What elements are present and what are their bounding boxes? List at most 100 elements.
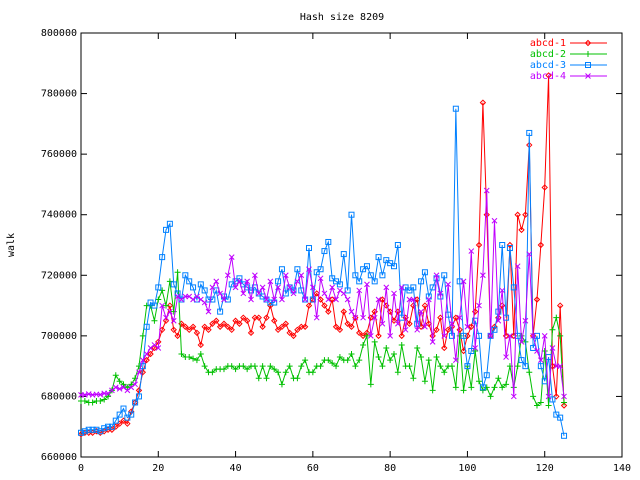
data-point <box>236 278 243 285</box>
data-point <box>363 263 370 270</box>
data-point <box>124 414 131 421</box>
data-point <box>298 363 305 370</box>
data-point <box>410 375 417 382</box>
data-point <box>97 428 104 435</box>
data-point <box>151 302 158 309</box>
data-point <box>240 314 247 321</box>
data-point <box>221 296 227 303</box>
data-point <box>360 314 366 321</box>
data-point <box>418 354 425 361</box>
data-point <box>344 296 351 303</box>
data-point <box>549 326 556 333</box>
data-point <box>248 296 254 303</box>
data-point <box>390 317 398 324</box>
y-axis-label: walk <box>6 233 17 257</box>
data-point <box>151 317 158 324</box>
data-point <box>329 284 336 291</box>
data-point <box>406 320 413 327</box>
data-point <box>282 272 289 279</box>
data-point <box>379 296 386 303</box>
data-point <box>302 296 308 303</box>
data-point <box>328 296 336 303</box>
data-point <box>232 284 239 291</box>
data-point <box>240 363 247 370</box>
data-point <box>506 245 513 252</box>
data-point <box>518 339 525 345</box>
data-point <box>495 317 502 324</box>
data-point <box>279 296 285 303</box>
data-point <box>356 278 363 285</box>
x-tick-label: 120 <box>536 463 554 474</box>
data-point <box>201 323 208 330</box>
data-point <box>514 263 521 270</box>
data-point <box>112 384 119 391</box>
data-point <box>444 326 452 334</box>
data-point <box>383 257 390 264</box>
data-point <box>487 333 494 339</box>
data-point <box>139 357 146 363</box>
data-point <box>356 287 363 294</box>
x-tick-label: 140 <box>613 463 631 474</box>
data-point <box>178 296 185 303</box>
data-point <box>526 129 533 136</box>
data-point <box>491 326 498 333</box>
data-point <box>224 323 232 330</box>
x-tick-label: 60 <box>307 463 319 474</box>
data-point <box>170 281 177 288</box>
data-point <box>209 284 216 291</box>
data-point <box>247 329 255 337</box>
data-point <box>464 363 471 370</box>
x-tick-label: 80 <box>384 463 396 474</box>
data-point <box>205 326 212 334</box>
data-point <box>333 363 340 370</box>
data-point <box>379 272 386 279</box>
data-point <box>209 369 216 376</box>
data-point <box>209 296 216 303</box>
data-point <box>395 320 401 327</box>
data-point <box>367 381 374 388</box>
data-point <box>185 326 193 334</box>
data-point <box>190 284 197 291</box>
data-point <box>205 296 212 303</box>
data-point <box>537 357 544 363</box>
data-point <box>155 284 162 291</box>
y-tick-label: 700000 <box>41 331 77 342</box>
data-point <box>352 314 359 321</box>
data-point <box>545 72 552 79</box>
data-point <box>105 393 112 400</box>
data-point <box>197 296 204 303</box>
data-point <box>413 296 421 303</box>
data-point <box>441 272 448 279</box>
data-point <box>201 363 208 370</box>
data-point <box>387 357 394 364</box>
data-point <box>549 396 556 403</box>
data-point <box>367 272 374 279</box>
data-point <box>329 360 336 367</box>
data-point <box>178 296 185 303</box>
data-point <box>170 308 177 315</box>
data-point <box>537 241 545 249</box>
data-point <box>433 272 440 279</box>
data-point <box>81 397 88 404</box>
data-point <box>541 333 548 339</box>
data-point <box>483 187 490 194</box>
data-point <box>448 363 455 370</box>
data-point <box>383 344 390 351</box>
data-point <box>139 363 146 370</box>
data-point <box>286 284 293 291</box>
data-point <box>186 278 193 285</box>
y-tick-label: 720000 <box>41 270 77 281</box>
data-point <box>132 399 139 406</box>
data-point <box>310 284 316 291</box>
data-point <box>479 384 486 391</box>
data-point <box>348 323 355 330</box>
data-point <box>89 399 96 406</box>
data-point <box>259 363 266 370</box>
data-point <box>101 396 108 403</box>
data-point <box>81 428 88 435</box>
data-point <box>220 366 227 373</box>
data-point <box>452 357 459 363</box>
data-point <box>124 420 131 427</box>
data-point <box>421 269 428 276</box>
data-point <box>533 296 541 303</box>
